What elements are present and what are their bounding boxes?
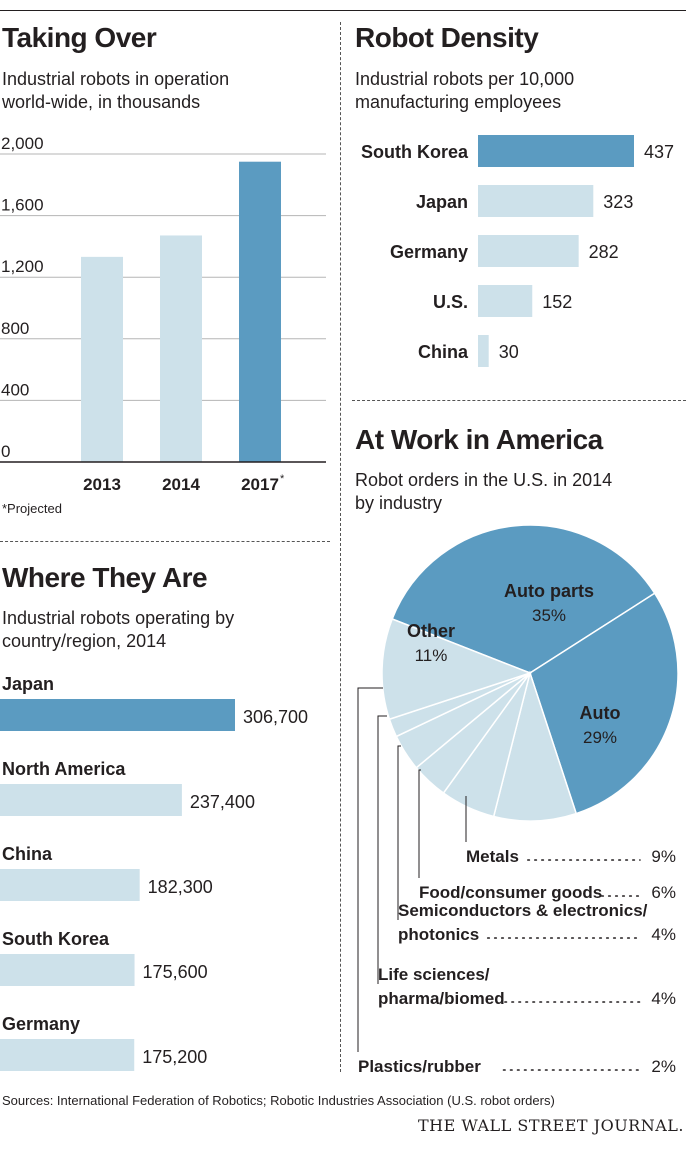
callout-label: photonics — [398, 925, 479, 944]
where-bar-4 — [0, 1039, 135, 1071]
x-tick-mark: * — [280, 473, 285, 485]
density-value-label: 282 — [589, 242, 619, 262]
density-category-label: Japan — [416, 192, 468, 212]
pie-label-pct: 35% — [532, 606, 566, 625]
where-bar-0 — [0, 699, 235, 731]
pie-label: Auto — [580, 703, 621, 723]
where-value-label: 306,700 — [243, 707, 308, 727]
where-category-label: North America — [2, 759, 126, 779]
density-bar-3 — [478, 285, 533, 317]
density-bar-2 — [478, 235, 579, 267]
publisher-logo: THE WALL STREET JOURNAL. — [417, 1116, 684, 1135]
callout-label: Plastics/rubber — [358, 1057, 481, 1076]
pie-slice-metals — [492, 670, 578, 822]
pie-label-pct: 29% — [583, 728, 617, 747]
callout-leader-line — [418, 769, 421, 878]
density-value-label: 30 — [499, 342, 519, 362]
pie-label-pct: 11% — [415, 646, 448, 665]
taking-over-title: Taking Over — [2, 22, 157, 53]
taking-over-subtitle: Industrial robots in operation world-wid… — [2, 68, 229, 114]
x-tick-label: 2014 — [162, 475, 200, 494]
robot-density-subtitle-line-1: Industrial robots per 10,000 — [355, 69, 575, 89]
density-value-label: 323 — [603, 192, 633, 212]
callout-leader-line — [397, 745, 401, 920]
at-work-title: At Work in America — [355, 424, 603, 455]
callout-pct: 4% — [651, 989, 676, 1008]
y-tick-label: 800 — [1, 319, 29, 338]
callout-pct: 6% — [651, 883, 676, 902]
where-bar-1 — [0, 784, 182, 816]
where-category-label: Japan — [2, 674, 54, 694]
top-rule — [0, 10, 686, 11]
callout-leader-line — [377, 715, 387, 984]
y-tick-label: 1,200 — [1, 257, 44, 276]
callout-leader-line — [357, 687, 383, 1052]
left-section-divider — [0, 541, 330, 542]
density-bar-4 — [478, 335, 489, 367]
where-value-label: 237,400 — [190, 792, 255, 812]
where-category-label: China — [2, 844, 53, 864]
taking-over-subtitle-line-2: world-wide, in thousands — [2, 92, 201, 112]
robot-density-title: Robot Density — [355, 22, 539, 53]
y-tick-label: 400 — [1, 380, 29, 399]
density-category-label: South Korea — [361, 142, 469, 162]
bar-2014 — [160, 235, 202, 462]
robot-density-subtitle-line-2: manufacturing employees — [355, 92, 562, 112]
where-value-label: 175,600 — [143, 962, 208, 982]
callout-label: Life sciences/ — [378, 965, 490, 984]
callout-label: Semiconductors & electronics/ — [398, 901, 648, 920]
where-category-label: South Korea — [2, 929, 110, 949]
pie-slice-auto-parts — [391, 524, 656, 674]
at-work-pie-chart: Auto parts 35% Auto 29% Other 11% Metals 9% Food… — [357, 524, 679, 1076]
bar-2017 — [239, 161, 281, 462]
where-bar-2 — [0, 869, 140, 901]
at-work-subtitle-line-1: Robot orders in the U.S. in 2014 — [355, 470, 613, 490]
sources-note: Sources: International Federation of Rob… — [2, 1093, 555, 1108]
y-tick-label: 0 — [1, 442, 10, 461]
taking-over-subtitle-line-1: Industrial robots in operation — [2, 69, 230, 89]
x-tick-label: 2017 — [241, 475, 279, 494]
at-work-subtitle: Robot orders in the U.S. in 2014 by indu… — [355, 469, 612, 515]
density-category-label: Germany — [390, 242, 468, 262]
where-value-label: 182,300 — [148, 877, 213, 897]
callout-pct: 9% — [651, 847, 676, 866]
density-bar-0 — [478, 135, 634, 167]
pie-slice-auto — [529, 592, 679, 815]
callout-pct: 2% — [651, 1057, 676, 1076]
taking-over-footnote: *Projected — [2, 501, 62, 516]
at-work-subtitle-line-2: by industry — [355, 493, 443, 513]
right-section-divider — [352, 400, 686, 401]
density-value-label: 437 — [644, 142, 674, 162]
where-they-are-subtitle-line-1: Industrial robots operating by — [2, 608, 235, 628]
y-tick-label: 1,600 — [1, 196, 44, 215]
pie-slice-other — [381, 618, 533, 721]
where-bar-3 — [0, 954, 135, 986]
taking-over-chart: 2,000 1,600 1,200 800 400 0 2013 2014 2017 * — [0, 134, 326, 494]
x-tick-label: 2013 — [83, 475, 121, 494]
robot-density-subtitle: Industrial robots per 10,000 manufacturi… — [355, 68, 574, 114]
where-category-label: Germany — [2, 1014, 80, 1034]
where-they-are-title: Where They Are — [2, 562, 208, 593]
density-category-label: U.S. — [433, 292, 468, 312]
where-they-are-chart: Japan 306,700 North America 237,400 China 182… — [0, 674, 308, 1071]
callout-pct: 4% — [651, 925, 676, 944]
where-they-are-subtitle-line-2: country/region, 2014 — [2, 631, 167, 651]
where-value-label: 175,200 — [142, 1047, 207, 1067]
robot-density-chart: South Korea 437 Japan 323 Germany 282 U.S. 152 C… — [361, 135, 674, 367]
pie-label: Auto parts — [504, 581, 594, 601]
callout-label: Metals — [466, 847, 519, 866]
where-they-are-subtitle: Industrial robots operating by country/r… — [2, 607, 234, 653]
callout-label: pharma/biomed — [378, 989, 505, 1008]
callout-label: Food/consumer goods — [419, 883, 602, 902]
density-bar-1 — [478, 185, 594, 217]
density-value-label: 152 — [542, 292, 572, 312]
density-category-label: China — [418, 342, 469, 362]
y-tick-label: 2,000 — [1, 134, 44, 153]
vertical-divider — [340, 22, 341, 1072]
bar-2013 — [81, 256, 123, 462]
pie-label: Other — [407, 621, 455, 641]
